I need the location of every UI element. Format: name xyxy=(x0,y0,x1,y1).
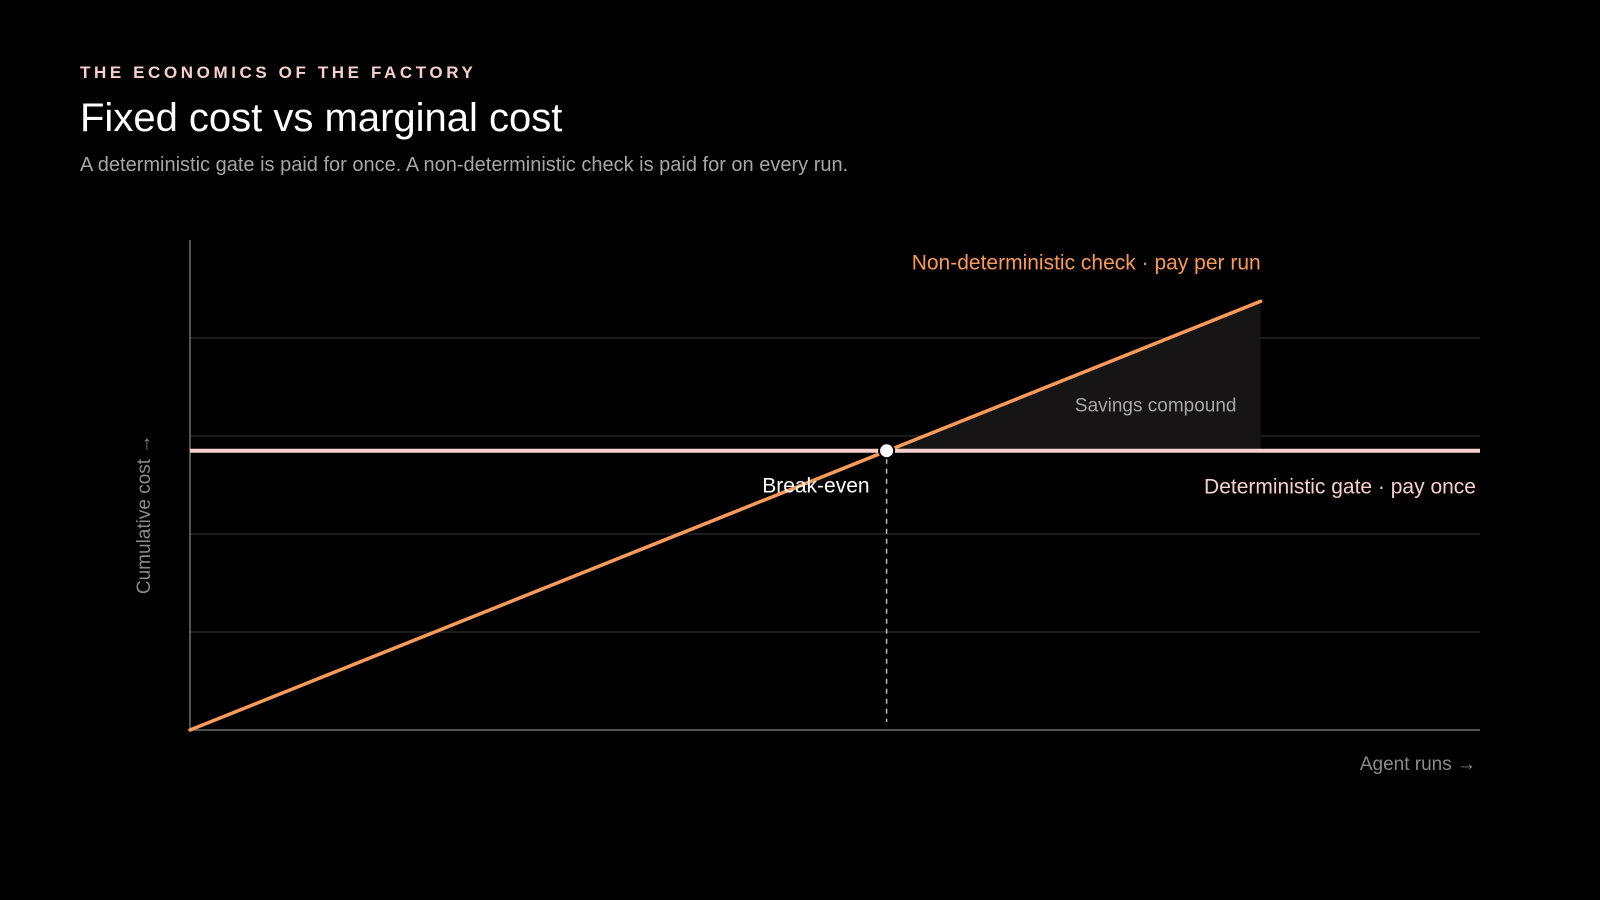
series-line-non-deterministic-check xyxy=(188,299,1263,732)
series-label-deterministic-gate: Deterministic gate · pay once xyxy=(1204,476,1476,499)
break-even-point xyxy=(878,442,896,460)
series-label-non-deterministic-check: Non-deterministic check · pay per run xyxy=(912,251,1261,274)
savings-label: Savings compound xyxy=(1075,396,1237,417)
y-axis-label: Cumulative cost → xyxy=(134,435,155,594)
page-subtitle: A deterministic gate is paid for once. A… xyxy=(80,154,849,176)
x-axis-label: Agent runs → xyxy=(1360,754,1476,775)
gridlines xyxy=(190,337,1480,633)
break-even-label: Break-even xyxy=(762,475,869,498)
page-title: Fixed cost vs marginal cost xyxy=(80,96,563,140)
eyebrow-label: THE ECONOMICS OF THE FACTORY xyxy=(80,63,477,82)
